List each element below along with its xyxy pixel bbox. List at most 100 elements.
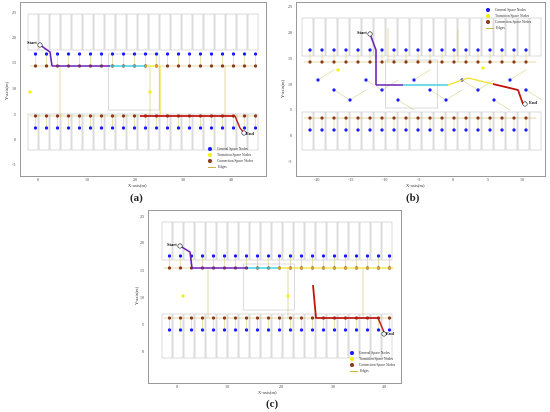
connection-space-node: [320, 60, 324, 64]
room-outline: [214, 113, 226, 151]
room-outline: [293, 313, 305, 359]
connection-space-node: [189, 316, 194, 320]
general-space-node: [277, 254, 282, 258]
general-node-icon: [350, 351, 354, 355]
connection-space-node: [187, 64, 192, 68]
connection-space-node: [110, 114, 115, 118]
room-outline: [385, 59, 438, 109]
connection-space-node: [44, 64, 49, 68]
general-space-node: [348, 98, 352, 102]
general-space-node: [187, 52, 192, 56]
transition-space-node: [148, 90, 152, 94]
room-outline: [326, 221, 338, 261]
general-space-node: [321, 254, 326, 258]
start-marker: [367, 31, 373, 37]
room-outline: [181, 113, 193, 151]
path-segment: [39, 44, 53, 67]
general-space-node: [176, 126, 181, 130]
xtick: 5: [487, 177, 489, 182]
general-space-node: [33, 52, 38, 56]
floor-plan-graph-c: [161, 221, 393, 359]
room-outline: [282, 313, 294, 359]
room-outline: [93, 13, 105, 51]
panel-a: 25 20 15 10 5 0 -5 Y-axis(m) 0 10 20 30 …: [0, 0, 272, 210]
connection-space-node: [308, 60, 312, 64]
general-space-node: [167, 254, 172, 258]
room-outline: [238, 221, 250, 261]
end-label: End: [246, 131, 255, 136]
general-space-node: [316, 78, 320, 82]
start-marker: [177, 243, 183, 249]
graph-edge: [461, 79, 479, 91]
general-space-node: [231, 126, 236, 130]
x-axis-label: X-axis(m): [406, 183, 425, 188]
general-space-node: [332, 128, 336, 132]
connection-space-node: [500, 116, 504, 120]
general-space-node: [380, 128, 384, 132]
caption-a: (a): [130, 192, 143, 204]
general-space-node: [365, 328, 370, 332]
ytick: 5: [142, 322, 144, 327]
connection-space-node: [488, 60, 492, 64]
general-space-node: [220, 52, 225, 56]
ytick: 25: [288, 4, 292, 9]
general-space-node: [99, 52, 104, 56]
room-outline: [216, 221, 228, 261]
room-outline: [493, 17, 506, 57]
general-space-node: [321, 328, 326, 332]
room-outline: [137, 113, 149, 151]
xtick: 30: [181, 177, 185, 182]
general-space-node: [211, 254, 216, 258]
connection-space-node: [332, 116, 336, 120]
general-space-node: [376, 328, 381, 332]
room-outline: [373, 111, 386, 151]
general-space-node: [99, 126, 104, 130]
legend-transition: Transition Space Nodes: [486, 13, 531, 19]
legend-transition: Transition Space Nodes: [208, 152, 253, 158]
general-space-node: [55, 126, 60, 130]
room-outline: [313, 111, 326, 151]
connection-space-node: [242, 64, 247, 68]
x-axis-label: X-axis(m): [128, 183, 147, 188]
general-space-node: [332, 88, 336, 92]
path-segment: [377, 317, 385, 333]
ytick: 10: [12, 86, 16, 91]
ytick: 20: [12, 35, 16, 40]
general-space-node: [176, 52, 181, 56]
connection-space-node: [500, 60, 504, 64]
general-space-node: [412, 78, 416, 82]
general-space-node: [354, 328, 359, 332]
graph-edge: [317, 69, 335, 81]
connection-space-node: [320, 116, 324, 120]
connection-node-icon: [350, 363, 354, 367]
connection-space-node: [299, 316, 304, 320]
room-outline: [349, 111, 362, 151]
general-space-node: [222, 254, 227, 258]
general-space-node: [233, 328, 238, 332]
general-space-node: [255, 328, 260, 332]
general-space-node: [500, 128, 504, 132]
connection-space-node: [416, 116, 420, 120]
room-outline: [148, 13, 160, 51]
xtick: 40: [382, 384, 386, 389]
general-space-node: [354, 254, 359, 258]
room-outline: [82, 113, 94, 151]
room-outline: [104, 113, 116, 151]
start-marker: [37, 42, 43, 48]
general-space-node: [332, 328, 337, 332]
room-outline: [126, 13, 138, 51]
room-outline: [172, 221, 184, 261]
end-marker: [241, 130, 247, 136]
general-space-node: [211, 328, 216, 332]
connection-space-node: [416, 60, 420, 64]
connection-space-node: [452, 116, 456, 120]
room-outline: [469, 17, 482, 57]
general-space-node: [299, 254, 304, 258]
room-outline: [304, 313, 316, 359]
room-outline: [227, 313, 239, 359]
connection-space-node: [132, 114, 137, 118]
general-space-node: [178, 254, 183, 258]
room-outline: [373, 17, 386, 57]
connection-space-node: [209, 64, 214, 68]
connection-space-node: [77, 114, 82, 118]
